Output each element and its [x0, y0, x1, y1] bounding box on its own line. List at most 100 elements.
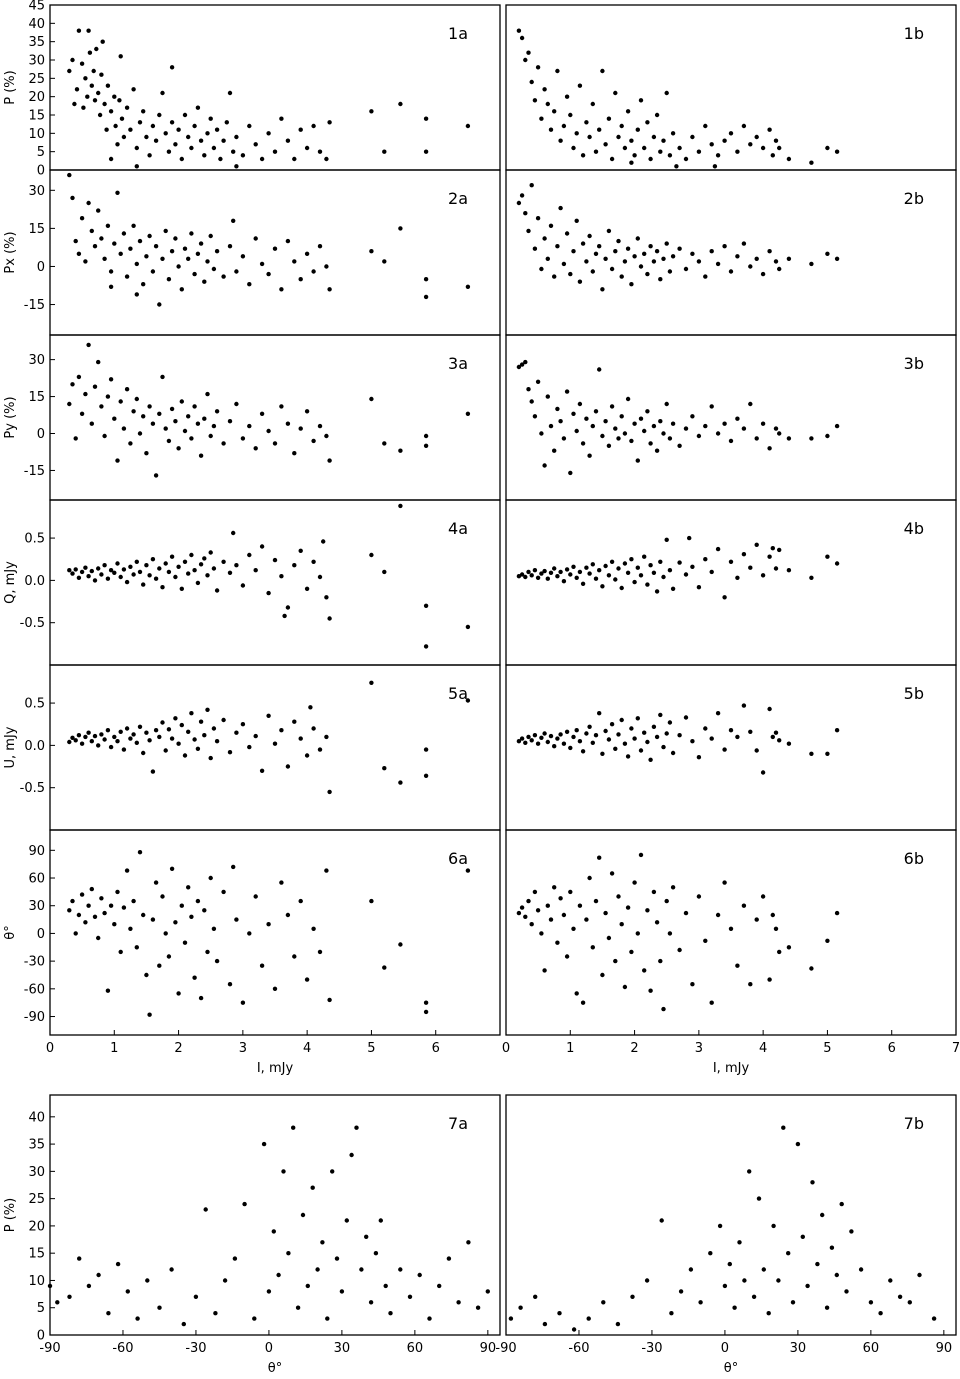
data-point — [291, 1125, 296, 1130]
data-point — [580, 241, 586, 246]
data-point — [542, 568, 547, 574]
data-point — [539, 116, 544, 121]
data-point — [182, 246, 188, 251]
data-point — [423, 443, 429, 448]
data-point — [777, 431, 782, 436]
data-point — [532, 246, 538, 251]
data-point — [261, 1141, 267, 1147]
data-point — [590, 101, 595, 107]
data-point — [96, 208, 101, 213]
data-point — [181, 1321, 186, 1327]
data-point — [83, 734, 88, 740]
data-point — [317, 423, 323, 429]
data-point — [519, 35, 525, 41]
data-point — [89, 83, 95, 88]
data-point — [382, 441, 387, 446]
data-point — [272, 557, 278, 563]
data-point — [221, 559, 226, 564]
data-point — [603, 142, 608, 147]
data-point — [327, 789, 332, 795]
y-tick-label: 0 — [37, 1329, 45, 1344]
data-point — [529, 573, 534, 578]
data-point — [555, 574, 560, 579]
data-point — [735, 734, 740, 740]
y-tick-label: 10 — [28, 1274, 45, 1289]
data-point — [145, 1278, 150, 1283]
data-point — [173, 142, 178, 147]
y-tick-label: 0.0 — [24, 739, 45, 754]
data-point — [648, 988, 653, 993]
data-point — [437, 1283, 442, 1289]
x-tick-label: 60 — [407, 1341, 424, 1356]
data-point — [76, 28, 82, 33]
data-point — [271, 1229, 276, 1234]
data-point — [189, 552, 194, 558]
data-point — [670, 131, 676, 136]
x-tick-label: 6 — [432, 1041, 440, 1056]
data-point — [242, 1201, 247, 1207]
data-point — [83, 259, 88, 264]
plot-frame — [505, 829, 957, 1036]
data-point — [696, 894, 702, 899]
data-point — [593, 576, 599, 581]
data-point — [285, 238, 291, 244]
data-point — [715, 546, 721, 552]
data-point — [234, 401, 239, 407]
data-point — [285, 421, 291, 426]
y-tick-label: 10 — [28, 127, 45, 142]
data-point — [709, 142, 714, 147]
data-point — [86, 903, 91, 908]
data-point — [222, 1278, 228, 1283]
data-point — [205, 131, 210, 136]
x-tick-label: 4 — [759, 1041, 767, 1056]
data-point — [654, 448, 660, 453]
data-point — [690, 251, 695, 256]
data-point — [539, 266, 544, 272]
data-point — [786, 568, 792, 573]
data-point — [279, 287, 284, 292]
panel-3a: -15 0 15 30 3a Py (%) — [3, 334, 501, 501]
data-point — [548, 423, 554, 429]
data-point — [423, 277, 429, 282]
data-point — [523, 211, 528, 216]
data-point — [83, 391, 88, 397]
data-point — [539, 571, 544, 576]
data-point — [645, 582, 650, 587]
data-point — [259, 411, 265, 416]
data-point — [658, 277, 663, 282]
data-point — [128, 926, 133, 931]
data-point — [678, 1289, 684, 1294]
data-point — [227, 244, 233, 249]
data-point — [317, 149, 323, 154]
data-point — [169, 866, 175, 871]
data-point — [805, 1283, 810, 1289]
data-point — [532, 568, 538, 573]
data-point — [234, 730, 239, 735]
data-point — [603, 910, 608, 916]
data-point — [519, 193, 525, 198]
data-point — [670, 885, 676, 890]
data-point — [670, 254, 676, 259]
data-point — [616, 894, 621, 899]
data-point — [715, 153, 721, 158]
data-point — [834, 910, 840, 916]
data-point — [786, 436, 792, 441]
data-point — [55, 1300, 60, 1305]
data-point — [112, 570, 117, 575]
data-point — [118, 949, 123, 955]
data-point — [134, 145, 139, 151]
data-point — [722, 138, 727, 143]
x-tick-label: 0 — [502, 1041, 510, 1056]
data-point — [176, 446, 181, 451]
data-point — [564, 729, 570, 734]
data-point — [173, 716, 178, 721]
data-point — [317, 574, 323, 580]
data-point — [574, 428, 579, 434]
data-point — [221, 717, 226, 723]
data-point — [311, 438, 316, 444]
data-point — [519, 736, 525, 741]
data-point — [632, 153, 637, 158]
panel-7b: -90 -60 -30 0 30 60 90 7b θ° — [495, 1094, 957, 1376]
data-point — [160, 894, 165, 899]
data-point — [844, 1289, 849, 1294]
